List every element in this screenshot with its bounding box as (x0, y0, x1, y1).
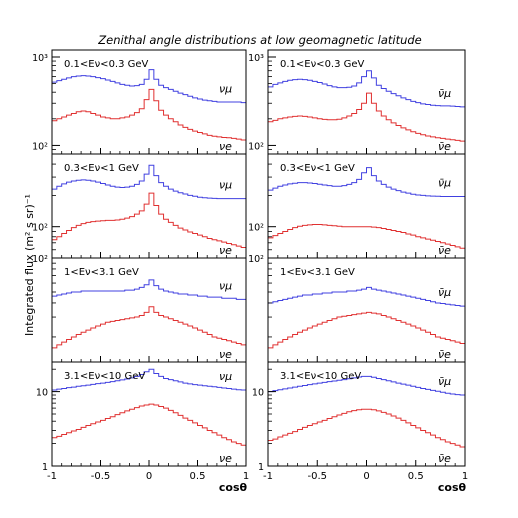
series-label: νe (219, 244, 232, 257)
panel-energy-label: 0.3<Eν<1 GeV (64, 163, 139, 174)
y-tick-label: 10² (32, 254, 48, 265)
x-tick-label: 0 (146, 471, 152, 482)
panel-0: νμ νe 0.1<Eν<0.3 GeV 10² 10³ (32, 49, 247, 155)
series-line-0 (268, 70, 465, 108)
series-line-0 (52, 164, 246, 200)
panel-energy-label: 1<Eν<3.1 GeV (280, 267, 355, 278)
series-label: ν̄e (438, 244, 451, 257)
series-line-0 (268, 286, 465, 307)
series-label: ν̄μ (438, 87, 451, 100)
panel-energy-label: 0.1<Eν<0.3 GeV (64, 59, 149, 70)
x-tick-label: 0.5 (408, 471, 424, 482)
series-label: νμ (219, 370, 232, 383)
series-line-0 (268, 375, 465, 396)
y-tick-label: 1 (258, 462, 264, 473)
series-label: ν̄e (438, 140, 451, 153)
series-label: νe (219, 452, 232, 465)
panel-7: ν̄μ ν̄e 3.1<Eν<10 GeV 1 10 -1 -0.5 0 0.5 1 (252, 361, 468, 482)
x-tick-label: 0.5 (190, 471, 206, 482)
series-label: νe (219, 140, 232, 153)
y-tick-label: 10² (248, 223, 264, 234)
y-tick-label: 10³ (248, 53, 264, 64)
panel-energy-label: 1<Eν<3.1 GeV (64, 267, 139, 278)
y-tick-label: 10³ (32, 53, 48, 64)
series-label: νμ (219, 83, 232, 96)
series-label: νμ (219, 179, 232, 192)
x-tick-label: -1 (263, 471, 273, 482)
panel-6: νμ νe 3.1<Eν<10 GeV 1 10 -1 -0.5 0 0.5 1 (36, 361, 249, 482)
x-tick-label: -0.5 (307, 471, 327, 482)
y-tick-label: 10² (248, 254, 264, 265)
series-label: νμ (219, 279, 232, 292)
x-tick-label: -1 (47, 471, 57, 482)
x-axis-label-left: cosθ (219, 481, 248, 494)
panel-energy-label: 0.1<Eν<0.3 GeV (280, 59, 365, 70)
series-line-1 (52, 192, 246, 249)
series-label: ν̄μ (438, 177, 451, 190)
x-tick-label: -0.5 (91, 471, 111, 482)
panel-5: ν̄μ ν̄e 1<Eν<3.1 GeV 10² (248, 254, 466, 363)
figure-title: Zenithal angle distributions at low geom… (97, 33, 422, 47)
series-label: νe (219, 348, 232, 361)
series-line-0 (52, 368, 246, 391)
series-label: ν̄e (438, 452, 451, 465)
x-axis-label-right: cosθ (438, 481, 467, 494)
panel-energy-label: 3.1<Eν<10 GeV (64, 371, 145, 382)
series-line-0 (52, 69, 246, 104)
series-line-1 (52, 306, 246, 349)
x-tick-label: 1 (243, 471, 249, 482)
y-tick-label: 1 (42, 462, 48, 473)
series-label: ν̄μ (438, 375, 451, 388)
series-label: ν̄e (438, 348, 451, 361)
y-tick-label: 10² (248, 141, 264, 152)
panels-group: νμ νe 0.1<Eν<0.3 GeV 10² 10³ ν̄μ ν̄e 0.1<Eν<0.3… (32, 49, 468, 482)
x-tick-label: 1 (462, 471, 468, 482)
series-line-1 (52, 88, 246, 141)
panel-energy-label: 3.1<Eν<10 GeV (280, 371, 361, 382)
series-line-1 (268, 311, 465, 349)
series-line-0 (52, 279, 246, 300)
series-label: ν̄μ (438, 286, 451, 299)
series-line-1 (268, 223, 465, 249)
series-line-1 (268, 92, 465, 142)
panel-3: ν̄μ ν̄e 0.3<Eν<1 GeV 10² (248, 153, 466, 259)
panel-energy-label: 0.3<Eν<1 GeV (280, 163, 355, 174)
panel-4: νμ νe 1<Eν<3.1 GeV 10² (32, 254, 247, 363)
x-tick-label: 0 (363, 471, 369, 482)
y-axis-label: Integrated flux (m² s sr)⁻¹ (23, 194, 36, 336)
panel-2: νμ νe 0.3<Eν<1 GeV 10² (32, 153, 247, 259)
panel-1: ν̄μ ν̄e 0.1<Eν<0.3 GeV 10² 10³ (248, 49, 466, 155)
y-tick-label: 10 (252, 388, 264, 399)
series-line-0 (268, 167, 465, 198)
y-tick-label: 10² (32, 223, 48, 234)
y-tick-label: 10 (36, 388, 48, 399)
series-line-1 (52, 403, 246, 446)
y-tick-label: 10² (32, 141, 48, 152)
series-line-1 (268, 408, 465, 448)
